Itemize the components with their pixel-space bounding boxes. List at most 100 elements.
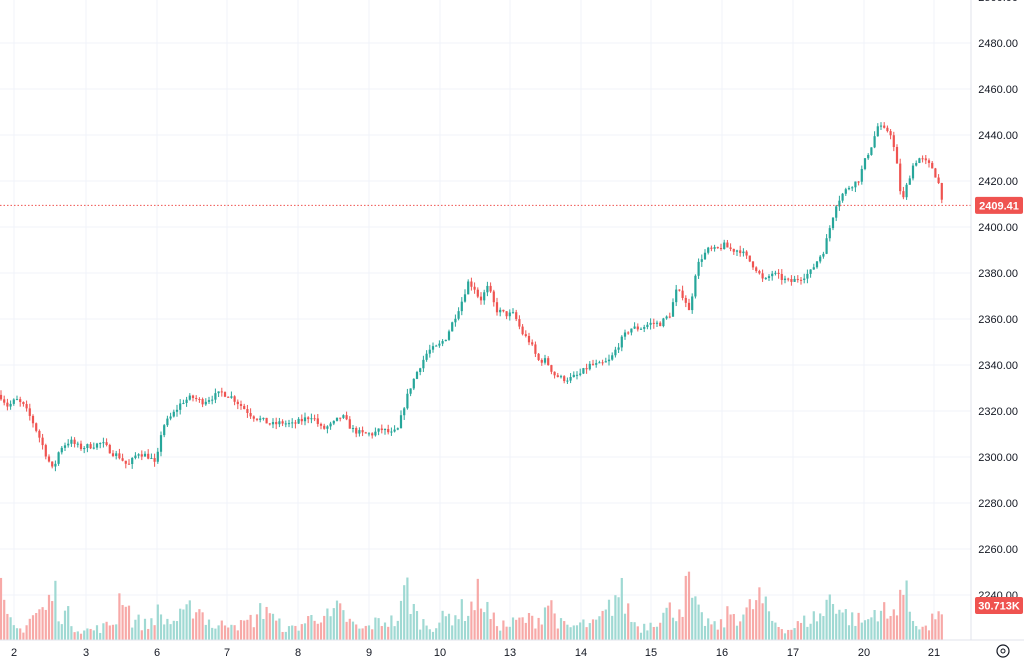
volume-bar bbox=[735, 625, 739, 640]
volume-bar bbox=[25, 625, 28, 640]
volume-bar bbox=[172, 620, 175, 640]
candle-body bbox=[483, 292, 486, 301]
candle-body bbox=[486, 285, 489, 293]
candle-body bbox=[326, 426, 329, 429]
candle-body bbox=[777, 272, 780, 274]
candle-body bbox=[902, 191, 905, 198]
volume-bar bbox=[636, 626, 639, 640]
candle-body bbox=[319, 423, 323, 426]
candle-body bbox=[764, 277, 767, 279]
volume-bar bbox=[118, 593, 121, 640]
settings-gear-icon[interactable] bbox=[996, 644, 1010, 658]
price-tick-label: 2420.00 bbox=[978, 176, 1018, 188]
volume-bar bbox=[108, 625, 111, 640]
candle-body bbox=[937, 177, 940, 184]
volume-bar bbox=[783, 633, 787, 640]
candle-body bbox=[745, 251, 748, 256]
candle-body bbox=[735, 250, 739, 252]
price-tick-label: 2460.00 bbox=[978, 84, 1018, 96]
candle-body bbox=[505, 311, 508, 317]
candle-body bbox=[687, 302, 691, 311]
price-tick-label: 2300.00 bbox=[978, 452, 1018, 464]
volume-bar bbox=[601, 610, 604, 640]
volume-bar bbox=[870, 617, 873, 640]
candle-body bbox=[230, 396, 233, 398]
price-tick-label: 2380.00 bbox=[978, 268, 1018, 280]
candle-body bbox=[460, 301, 463, 312]
candle-body bbox=[422, 359, 425, 369]
candle-body bbox=[201, 399, 204, 405]
candle-body bbox=[470, 281, 473, 287]
candle-body bbox=[489, 285, 492, 292]
volume-bar bbox=[863, 620, 867, 640]
volume-bar bbox=[159, 614, 163, 640]
settings-control[interactable] bbox=[996, 644, 1010, 658]
candle-body bbox=[755, 267, 758, 272]
candle-body bbox=[595, 363, 598, 365]
candle-body bbox=[540, 359, 543, 363]
volume-bar bbox=[646, 630, 649, 640]
volume-bar bbox=[147, 628, 150, 640]
volume-bar bbox=[515, 619, 518, 640]
candle-body bbox=[127, 463, 131, 465]
candle-body bbox=[473, 286, 476, 290]
volume-bar bbox=[297, 630, 300, 640]
candle-body bbox=[214, 393, 217, 400]
candle-body bbox=[835, 206, 838, 218]
volume-bar bbox=[719, 619, 723, 640]
volume-bar bbox=[444, 616, 447, 640]
volume-bar bbox=[694, 596, 697, 640]
volume-bar bbox=[9, 617, 12, 640]
candle-body bbox=[732, 248, 735, 252]
candle-body bbox=[876, 126, 879, 137]
volume-bar bbox=[489, 619, 492, 640]
volume-bar bbox=[745, 607, 748, 640]
volume-bar bbox=[115, 624, 118, 640]
candle-body bbox=[870, 147, 873, 155]
candle-body bbox=[934, 168, 937, 178]
candle-body bbox=[172, 411, 175, 417]
volume-bar bbox=[726, 606, 729, 640]
volume-bar bbox=[927, 630, 931, 640]
candle-body bbox=[19, 399, 22, 403]
candle-body bbox=[9, 403, 12, 407]
volume-bar bbox=[438, 622, 441, 640]
volume-bar bbox=[822, 616, 825, 640]
candle-body bbox=[383, 428, 387, 431]
volume-bar bbox=[607, 599, 611, 640]
candle-body bbox=[70, 439, 73, 444]
candle-body bbox=[396, 428, 399, 430]
candle-body bbox=[924, 158, 927, 161]
candle-body bbox=[655, 322, 659, 324]
volume-bar bbox=[803, 615, 806, 640]
candles[interactable] bbox=[0, 122, 943, 472]
last-price-value: 2409.41 bbox=[979, 200, 1019, 212]
candle-body bbox=[118, 453, 121, 459]
volume-bar bbox=[371, 629, 374, 640]
candle-body bbox=[633, 326, 636, 329]
price-axis[interactable]: 2300.00 2320.00 2340.00 2360.00 2380.00 2400.… bbox=[970, 0, 1018, 640]
candle-body bbox=[799, 279, 803, 281]
candle-body bbox=[159, 435, 163, 452]
candle-body bbox=[892, 135, 895, 148]
volume-bar bbox=[467, 615, 470, 640]
candle-body bbox=[351, 427, 355, 429]
volume-bar bbox=[246, 619, 249, 640]
volume-bar bbox=[79, 633, 83, 640]
candle-body bbox=[854, 181, 857, 188]
candle-body bbox=[863, 158, 867, 169]
time-axis[interactable]: 2 3 6 7 8 9 10 13 14 15 16 17 20 21 bbox=[0, 639, 1024, 659]
volume-bar bbox=[419, 629, 422, 640]
volume-bar bbox=[76, 631, 79, 640]
volume-bar bbox=[828, 594, 831, 640]
volume-bar bbox=[342, 610, 345, 640]
candle-body bbox=[751, 261, 755, 268]
volume-bar bbox=[700, 612, 703, 640]
candle-body bbox=[188, 395, 191, 400]
volume-bar bbox=[892, 609, 895, 640]
candle-body bbox=[380, 428, 383, 431]
volume-bar bbox=[329, 616, 332, 640]
candle-body bbox=[83, 448, 86, 450]
volume-bar bbox=[620, 577, 623, 640]
